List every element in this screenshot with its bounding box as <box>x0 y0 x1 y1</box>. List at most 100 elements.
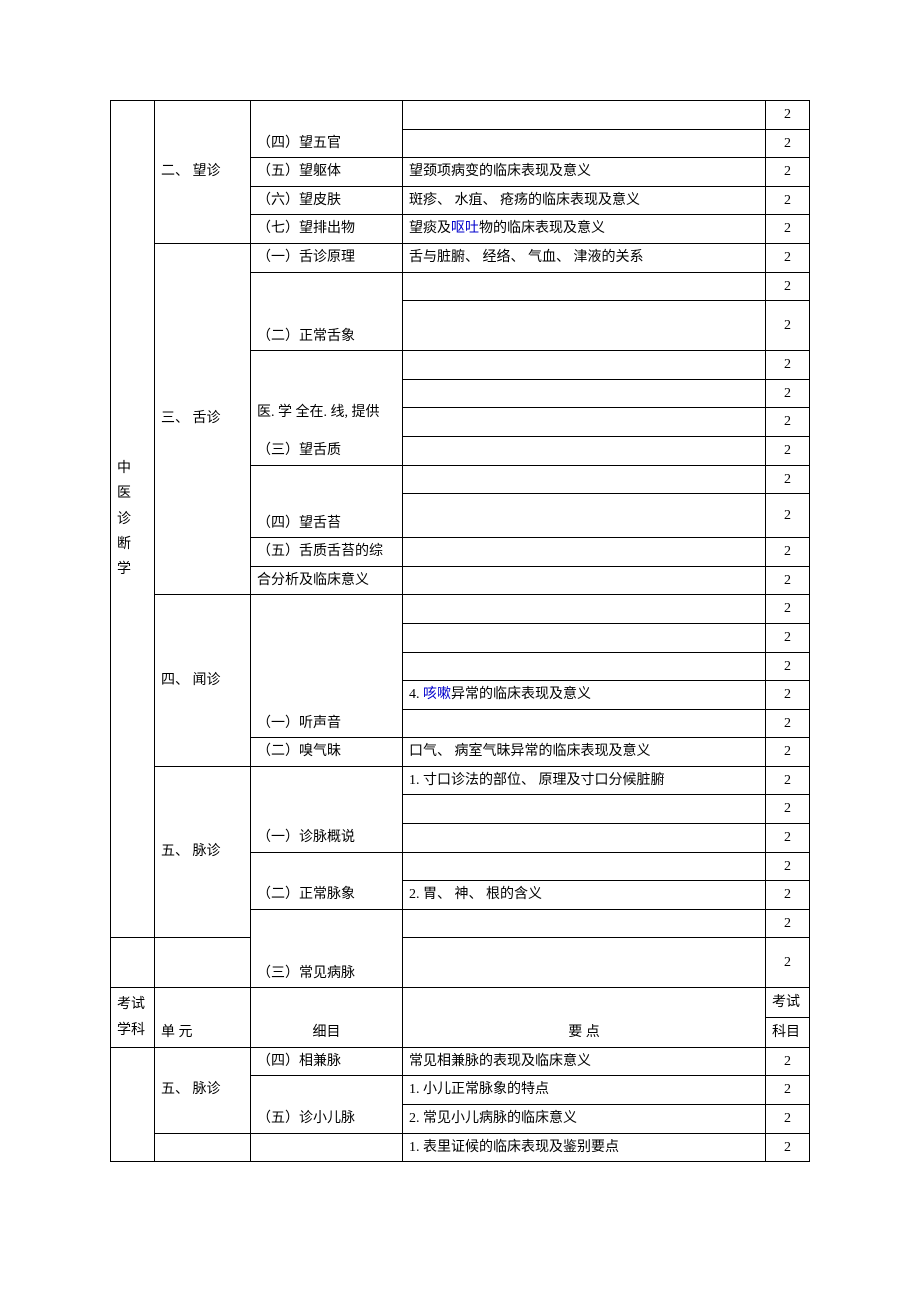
empty-cell <box>403 494 766 538</box>
score: 2 <box>766 652 810 681</box>
subject-cell: 中 医 诊 断 学 <box>111 101 155 938</box>
ximu-yixue-wangshezhi: 医. 学 全在. 线, 提供 （三）望舌质 <box>251 351 403 465</box>
unit-mai2: 五、 脉诊 <box>155 1047 251 1133</box>
subject2-line1: 考试 <box>117 992 148 1017</box>
yixue-text: 医. 学 全在. 线, 提供 <box>257 403 396 423</box>
empty-cell <box>403 652 766 681</box>
subject-line1: 中 医 <box>117 456 148 506</box>
empty-cell <box>403 351 766 380</box>
unit-danyuan: 单 元 <box>155 988 251 1047</box>
yaodian-biaoli: 1. 表里证候的临床表现及鉴别要点 <box>403 1133 766 1162</box>
score: 2 <box>766 129 810 158</box>
wangtan-post: 物的临床表现及意义 <box>479 221 605 236</box>
yaodian-label: 要 点 <box>403 988 766 1047</box>
wangtan-link[interactable]: 呕吐 <box>451 221 479 236</box>
ximu-xiuqiwei: （二）嗅气昧 <box>251 738 403 767</box>
empty-col2 <box>155 938 251 988</box>
empty-ximu <box>251 1133 403 1162</box>
empty-cell <box>403 938 766 988</box>
score: 2 <box>766 436 810 465</box>
score: 2 <box>766 852 810 881</box>
yaodian-cunkou: 1. 寸口诊法的部位、 原理及寸口分候脏腑 <box>403 766 766 795</box>
yaodian-xiangjian: 常见相兼脉的表现及临床意义 <box>403 1047 766 1076</box>
score: 2 <box>766 272 810 301</box>
score: 2 <box>766 1076 810 1105</box>
unit-wang: 二、 望诊 <box>155 101 251 244</box>
score: 2 <box>766 379 810 408</box>
yaodian-kouqi: 口气、 病室气昧异常的临床表现及意义 <box>403 738 766 767</box>
unit-she: 三、 舌诊 <box>155 243 251 594</box>
wangtan-pre: 望痰及 <box>409 221 451 236</box>
subject-line2: 诊 断 <box>117 507 148 557</box>
ximu-label: 细目 <box>251 988 403 1047</box>
ximu-zhengchang-shexiang: （二）正常舌象 <box>251 272 403 351</box>
ximu-shezhen-yuanli: （一）舌诊原理 <box>251 243 403 272</box>
empty-cell <box>403 623 766 652</box>
score: 2 <box>766 186 810 215</box>
score: 2 <box>766 709 810 738</box>
score: 2 <box>766 938 810 988</box>
score: 2 <box>766 301 810 351</box>
empty-cell <box>403 852 766 881</box>
score: 2 <box>766 824 810 853</box>
subject-line3: 学 <box>117 557 148 582</box>
wang-shezhi-text: （三）望舌质 <box>257 441 396 461</box>
ximu-zhengchang-maixiang: （二）正常脉象 <box>251 852 403 909</box>
score: 2 <box>766 215 810 244</box>
ximu-wuguan: （四）望五官 <box>251 101 403 158</box>
yaodian-banzhen: 斑疹、 水疽、 疮疡的临床表现及意义 <box>403 186 766 215</box>
empty-cell <box>403 272 766 301</box>
ximu-zhen-xiaoermai: （五）诊小儿脉 <box>251 1076 403 1133</box>
yaodian-xiaoer2: 2. 常见小儿病脉的临床意义 <box>403 1105 766 1134</box>
empty-col1 <box>111 938 155 988</box>
ximu-xiangjianmai: （四）相兼脉 <box>251 1047 403 1076</box>
score: 2 <box>766 494 810 538</box>
kaoshi-kemu-2: 科目 <box>766 1018 810 1048</box>
ximu-tingshengyin: （一）听声音 <box>251 595 403 738</box>
score: 2 <box>766 243 810 272</box>
score: 2 <box>766 158 810 187</box>
score: 2 <box>766 351 810 380</box>
score: 2 <box>766 566 810 595</box>
empty-cell <box>403 408 766 437</box>
score: 2 <box>766 538 810 567</box>
empty-cell <box>403 795 766 824</box>
score: 2 <box>766 1047 810 1076</box>
score: 2 <box>766 595 810 624</box>
score: 2 <box>766 1133 810 1162</box>
yaodian-wangtan: 望痰及呕吐物的临床表现及意义 <box>403 215 766 244</box>
empty-cell <box>403 101 766 130</box>
empty-cell <box>403 709 766 738</box>
kesou-post: 异常的临床表现及意义 <box>451 687 591 702</box>
kaoshi-kemu-1: 考试 <box>766 988 810 1018</box>
score: 2 <box>766 738 810 767</box>
empty-cell <box>403 824 766 853</box>
kesou-link[interactable]: 咳嗽 <box>423 687 451 702</box>
score: 2 <box>766 766 810 795</box>
yaodian-she-zangfu: 舌与脏腑、 经络、 气血、 津液的关系 <box>403 243 766 272</box>
kesou-pre: 4. <box>409 687 423 702</box>
score: 2 <box>766 909 810 938</box>
empty-cell <box>403 909 766 938</box>
subject2-line2: 学科 <box>117 1018 148 1043</box>
score: 2 <box>766 1105 810 1134</box>
score: 2 <box>766 101 810 130</box>
score: 2 <box>766 881 810 910</box>
score: 2 <box>766 681 810 710</box>
yaodian-weishen: 2. 胃、 神、 根的含义 <box>403 881 766 910</box>
syllabus-table: 中 医 诊 断 学 二、 望诊 （四）望五官 2 2 （五）望躯体 望颈项病变的… <box>110 100 810 1162</box>
empty-cell <box>403 436 766 465</box>
empty-cell <box>403 465 766 494</box>
yaodian-kesou: 4. 咳嗽异常的临床表现及意义 <box>403 681 766 710</box>
ximu-shezhi-shetai2: 合分析及临床意义 <box>251 566 403 595</box>
yaodian-xiaoer1: 1. 小儿正常脉象的特点 <box>403 1076 766 1105</box>
yaodian-jingxiang: 望颈项病变的临床表现及意义 <box>403 158 766 187</box>
ximu-paichu: （七）望排出物 <box>251 215 403 244</box>
ximu-pifu: （六）望皮肤 <box>251 186 403 215</box>
score: 2 <box>766 795 810 824</box>
score: 2 <box>766 408 810 437</box>
ximu-wang-shetai: （四）望舌苔 <box>251 465 403 538</box>
score: 2 <box>766 623 810 652</box>
ximu-shezhi-shetai1: （五）舌质舌苔的综 <box>251 538 403 567</box>
score: 2 <box>766 465 810 494</box>
